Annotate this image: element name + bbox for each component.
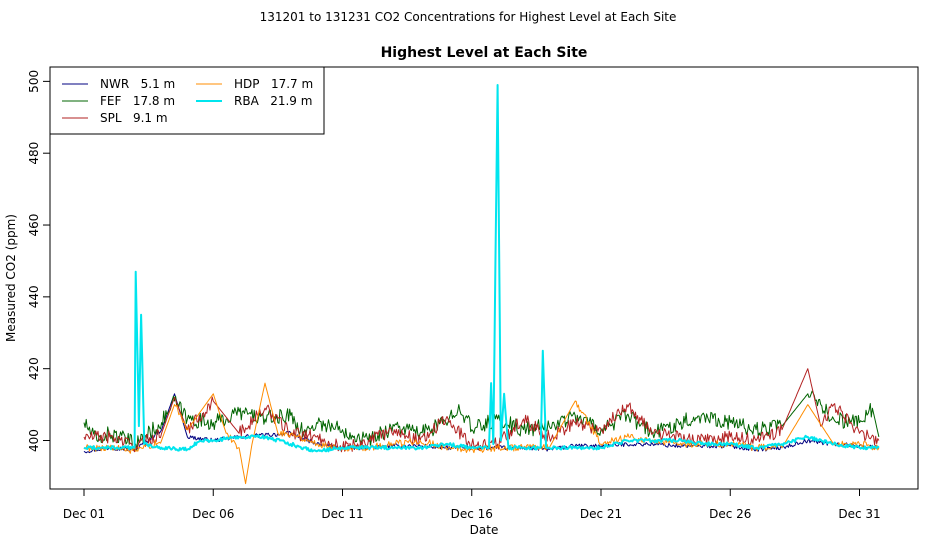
x-tick-label: Dec 26	[709, 507, 751, 521]
y-axis: 400 420 440 460 480 500	[27, 70, 51, 452]
chart-title: Highest Level at Each Site	[381, 45, 588, 61]
legend-box	[49, 66, 325, 135]
series-line-fef	[83, 390, 880, 451]
series-group	[83, 84, 880, 485]
legend-label: RBA 21.9 m	[234, 94, 312, 108]
y-tick-label: 500	[27, 70, 41, 93]
x-axis-label: Date	[470, 523, 499, 537]
y-tick-label: 460	[27, 214, 41, 237]
series-line-nwr	[83, 393, 880, 454]
y-tick-label: 400	[27, 429, 41, 452]
legend-label: SPL 9.1 m	[100, 111, 168, 125]
legend-label: HDP 17.7 m	[234, 77, 313, 91]
x-tick-label: Dec 31	[838, 507, 880, 521]
legend: NWR 5.1 m FEF 17.8 m SPL 9.1 m HDP 17.7 m RB…	[49, 66, 325, 135]
legend-label: NWR 5.1 m	[100, 77, 175, 91]
legend-label: FEF 17.8 m	[100, 94, 175, 108]
x-tick-label: Dec 01	[63, 507, 105, 521]
x-tick-label: Dec 21	[580, 507, 622, 521]
y-tick-label: 420	[27, 357, 41, 380]
series-line-rba	[83, 84, 880, 453]
y-tick-label: 480	[27, 142, 41, 165]
y-tick-label: 440	[27, 285, 41, 308]
super-title: 131201 to 131231 CO2 Concentrations for …	[259, 10, 677, 24]
y-axis-label: Measured CO2 (ppm)	[4, 214, 18, 342]
x-tick-label: Dec 11	[321, 507, 363, 521]
x-tick-label: Dec 06	[192, 507, 234, 521]
x-axis: Dec 01 Dec 06 Dec 11 Dec 16 Dec 21 Dec 26 Dec …	[63, 488, 881, 521]
x-tick-label: Dec 16	[451, 507, 493, 521]
